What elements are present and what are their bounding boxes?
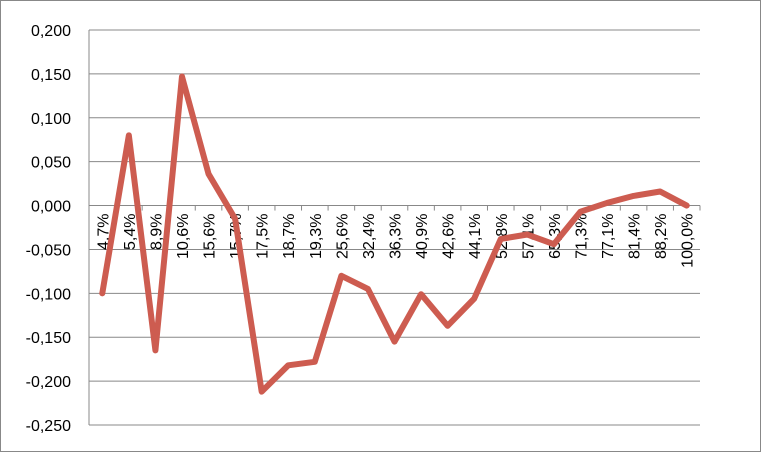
y-tick-label: -0,100 [26,286,71,303]
x-tick-label: 4,7% [95,214,112,250]
y-tick-label: 0,100 [31,111,71,128]
x-tick-label: 10,6% [175,214,192,259]
y-tick-label: 0,150 [31,67,71,84]
y-tick-label: -0,050 [26,242,71,259]
y-tick-label: -0,150 [26,330,71,347]
x-tick-label: 65,3% [547,214,564,259]
x-tick-label: 81,4% [627,214,644,259]
y-tick-label: -0,200 [26,374,71,391]
x-tick-label: 71,3% [573,214,590,259]
x-tick-label: 25,6% [334,214,351,259]
y-tick-label: 0,200 [31,23,71,40]
y-tick-label: 0,050 [31,155,71,172]
x-tick-label: 100,0% [680,214,697,268]
y-tick-label: -0,250 [26,418,71,435]
x-tick-label: 18,7% [281,214,298,259]
x-tick-label: 88,2% [653,214,670,259]
x-tick-label: 44,1% [467,214,484,259]
x-tick-label: 36,3% [388,214,405,259]
x-tick-label: 8,9% [148,214,165,250]
x-tick-label: 17,5% [255,214,272,259]
y-tick-label: 0,000 [31,199,71,216]
x-tick-label: 32,4% [361,214,378,259]
x-tick-label: 15,6% [202,214,219,259]
x-tick-label: 5,4% [122,214,139,250]
x-tick-label: 40,9% [414,214,431,259]
x-tick-label: 19,3% [308,214,325,259]
x-tick-label: 42,6% [441,214,458,259]
x-tick-label: 77,1% [600,214,617,259]
data-line [99,73,690,395]
